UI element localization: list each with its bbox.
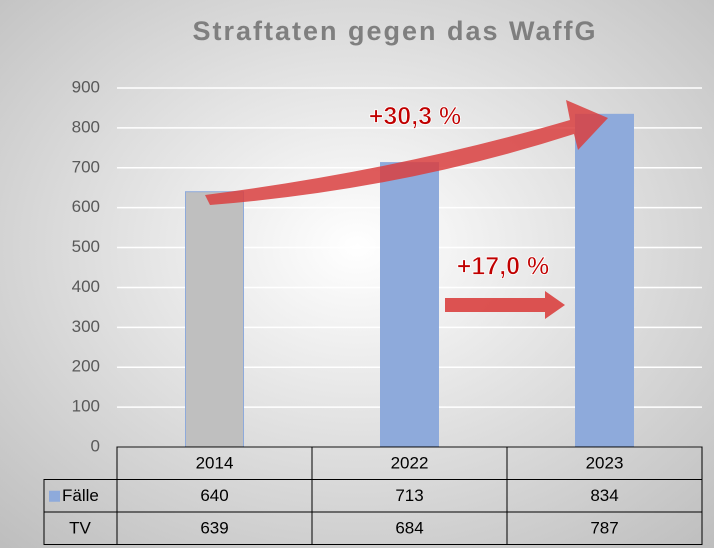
x-tick-label: 2022 [391,454,429,473]
y-tick-label: 0 [91,436,100,455]
bar [575,113,634,448]
chart-title: Straftaten gegen das WaffG [192,16,597,46]
legend-label: TV [69,519,91,538]
x-tick-label: 2023 [586,454,624,473]
table-value: 713 [395,486,423,505]
table-value: 834 [590,486,618,505]
x-tick-label: 2014 [196,454,234,473]
y-tick-label: 400 [72,277,100,296]
table-value: 787 [590,519,618,538]
y-tick-label: 900 [72,77,100,96]
table-value: 639 [200,519,228,538]
bar [380,162,439,448]
y-tick-label: 300 [72,317,100,336]
y-tick-label: 500 [72,237,100,256]
trend-arrow [205,100,608,205]
y-tick-label: 600 [72,197,100,216]
y-tick-label: 100 [72,397,100,416]
trend-arrow [445,291,565,319]
y-tick-label: 200 [72,357,100,376]
bar [185,191,244,448]
legend-label: Fälle [62,486,99,505]
legend-swatch [49,490,60,502]
table-value: 640 [200,486,228,505]
table-value: 684 [395,519,423,538]
annotation: +17,0 % [457,253,549,281]
y-tick-label: 700 [72,157,100,176]
annotation: +30,3 % [369,103,461,131]
y-tick-label: 800 [72,117,100,136]
